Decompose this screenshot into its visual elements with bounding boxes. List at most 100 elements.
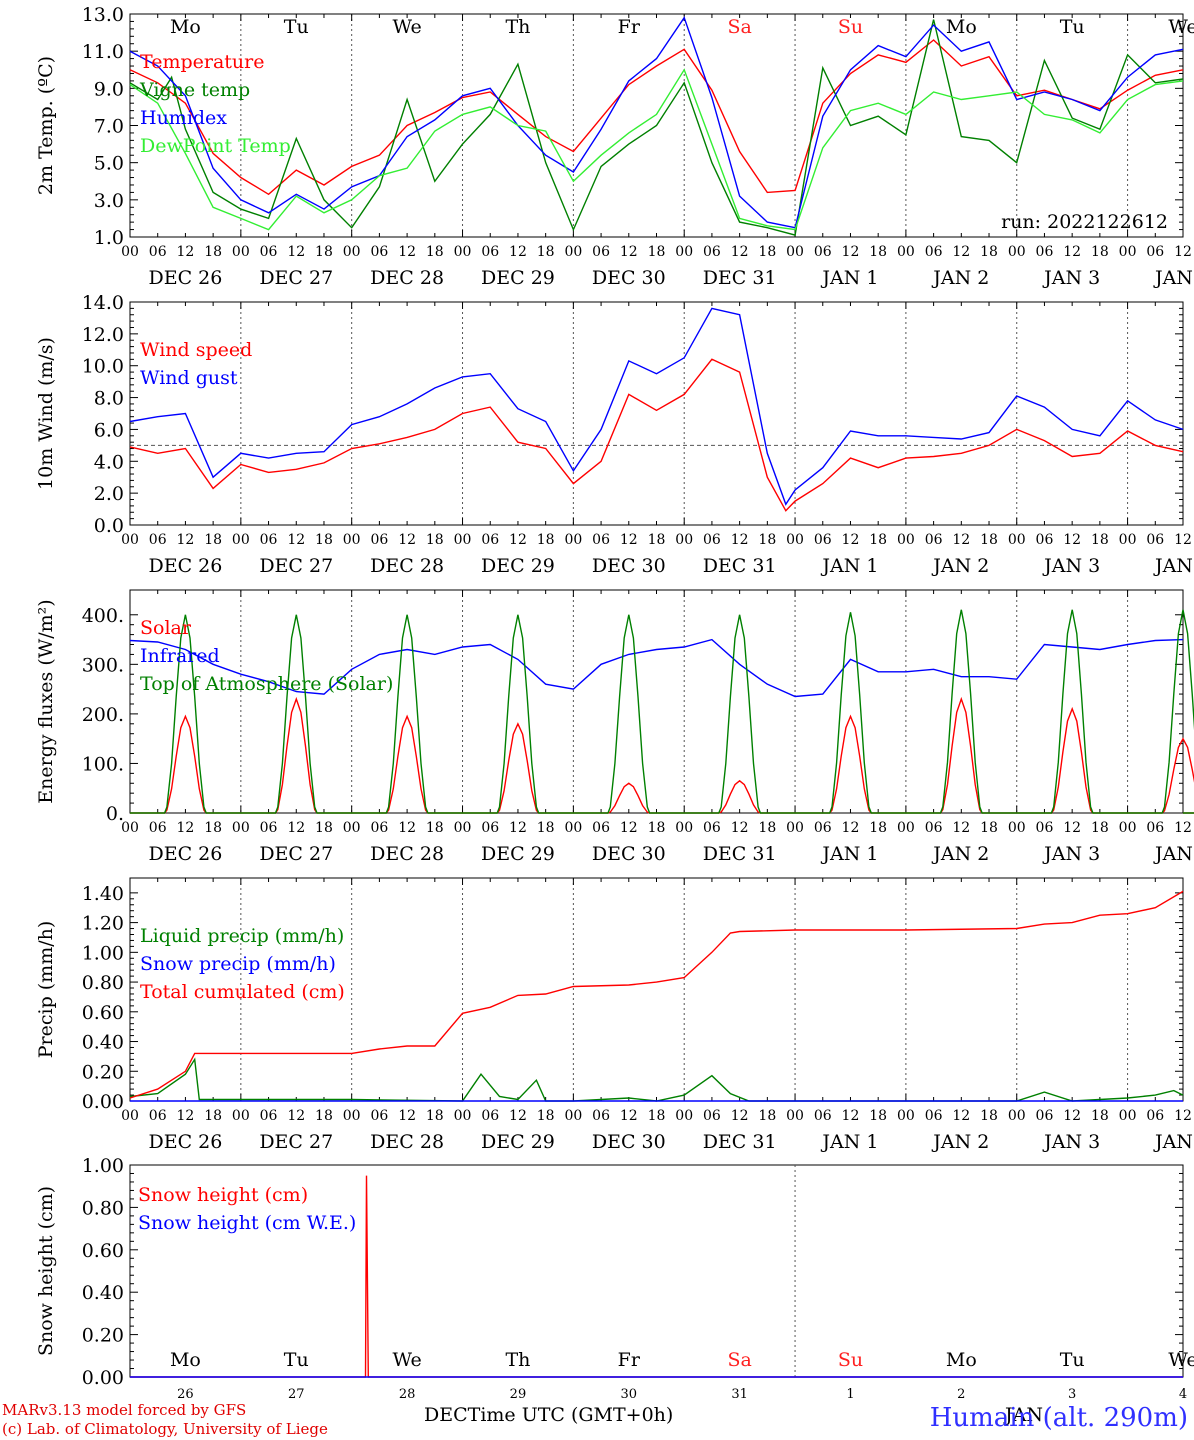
y-tick-label: 0.20 xyxy=(82,1325,124,1347)
weekday-label: We xyxy=(392,16,421,38)
hour-tick-label: 00 xyxy=(564,532,582,548)
y-tick-label: 0.80 xyxy=(82,972,124,994)
hour-tick-label: 12 xyxy=(731,820,749,836)
hour-tick-label: 12 xyxy=(620,532,638,548)
date-label: JAN 4 xyxy=(1153,843,1194,865)
hour-tick-label: 06 xyxy=(703,820,721,836)
series-line-vigne-temp xyxy=(129,19,1184,236)
weekday-label: Tu xyxy=(284,16,309,38)
series-line-humidex xyxy=(129,16,1184,229)
date-label: DEC 27 xyxy=(259,267,333,289)
hour-tick-label: 06 xyxy=(481,820,499,836)
hour-tick-label: 12 xyxy=(1063,532,1081,548)
hour-tick-label: 12 xyxy=(1063,820,1081,836)
weekday-label: Tu xyxy=(284,1349,309,1371)
hour-tick-label: 06 xyxy=(814,1108,832,1124)
series-line-liquid-precip-mm-h- xyxy=(129,1057,1184,1102)
hour-tick-label: 00 xyxy=(1008,532,1026,548)
y-tick-label: 2.0 xyxy=(94,483,124,505)
day-number-label: 4 xyxy=(1179,1387,1187,1402)
hour-tick-label: 06 xyxy=(1146,1108,1164,1124)
hour-tick-label: 00 xyxy=(343,532,361,548)
date-label: JAN 2 xyxy=(931,1131,989,1153)
hour-tick-label: 06 xyxy=(260,1108,278,1124)
date-label: JAN 3 xyxy=(1042,267,1100,289)
date-label: JAN 2 xyxy=(931,843,989,865)
hour-tick-label: 06 xyxy=(1146,820,1164,836)
weekday-label: We xyxy=(1168,16,1194,38)
y-tick-label: 13.0 xyxy=(82,4,124,26)
hour-tick-label: 18 xyxy=(758,244,776,260)
date-label: DEC 29 xyxy=(481,1131,555,1153)
hour-tick-label: 06 xyxy=(814,244,832,260)
date-label: DEC 26 xyxy=(148,843,222,865)
weekday-label: Fr xyxy=(618,1349,641,1371)
panel-4 xyxy=(129,877,1184,1102)
hour-tick-label: 12 xyxy=(177,244,195,260)
date-label: DEC 31 xyxy=(703,1131,777,1153)
hour-tick-label: 12 xyxy=(287,1108,305,1124)
y-tick-label: 300. xyxy=(82,654,124,676)
date-label: JAN 4 xyxy=(1153,1131,1194,1153)
hour-tick-label: 12 xyxy=(952,244,970,260)
weekday-label: Mo xyxy=(946,16,977,38)
hour-tick-label: 00 xyxy=(1119,820,1137,836)
hour-tick-label: 12 xyxy=(731,532,749,548)
hour-tick-label: 18 xyxy=(980,532,998,548)
hour-tick-label: 06 xyxy=(370,820,388,836)
hour-tick-label: 18 xyxy=(1091,532,1109,548)
date-label: JAN 1 xyxy=(820,843,878,865)
date-label: JAN 4 xyxy=(1153,555,1194,577)
hour-tick-label: 12 xyxy=(1174,820,1192,836)
hour-tick-label: 00 xyxy=(564,820,582,836)
hour-tick-label: 00 xyxy=(675,244,693,260)
hour-tick-label: 06 xyxy=(592,1108,610,1124)
hour-tick-label: 18 xyxy=(869,244,887,260)
y-tick-label: 8.0 xyxy=(94,388,124,410)
date-label: DEC 28 xyxy=(370,1131,444,1153)
date-label: DEC 30 xyxy=(592,267,666,289)
y-tick-label: 1.40 xyxy=(82,883,124,905)
footer-model-credit: MARv3.13 model forced by GFS xyxy=(2,1401,247,1419)
day-number-label: 29 xyxy=(510,1387,527,1402)
hour-tick-label: 12 xyxy=(731,244,749,260)
plot-frame xyxy=(129,301,1184,526)
hour-tick-label: 06 xyxy=(370,1108,388,1124)
date-label: DEC 29 xyxy=(481,267,555,289)
hour-tick-label: 06 xyxy=(592,532,610,548)
y-axis-label: Precip (mm/h) xyxy=(35,921,57,1059)
day-number-label: 30 xyxy=(621,1387,638,1402)
hour-tick-label: 06 xyxy=(481,1108,499,1124)
date-label: JAN 2 xyxy=(931,555,989,577)
legend-entry: Temperature xyxy=(140,51,264,73)
date-label: DEC 26 xyxy=(148,267,222,289)
hour-tick-label: 18 xyxy=(648,244,666,260)
day-number-label: 2 xyxy=(957,1387,965,1402)
hour-tick-label: 00 xyxy=(121,244,139,260)
hour-tick-label: 18 xyxy=(1091,820,1109,836)
hour-tick-label: 06 xyxy=(703,1108,721,1124)
date-label: DEC 29 xyxy=(481,843,555,865)
hour-tick-label: 00 xyxy=(897,1108,915,1124)
hour-tick-label: 00 xyxy=(343,1108,361,1124)
hour-tick-label: 06 xyxy=(1036,532,1054,548)
run-label: run: 2022122612 xyxy=(1001,211,1168,233)
hour-tick-label: 12 xyxy=(287,820,305,836)
hour-tick-label: 00 xyxy=(343,244,361,260)
station-label: Humain (alt. 290m) xyxy=(929,1403,1188,1433)
hour-tick-label: 18 xyxy=(758,1108,776,1124)
hour-tick-label: 06 xyxy=(592,244,610,260)
hour-tick-label: 00 xyxy=(343,820,361,836)
legend-entry: Snow height (cm W.E.) xyxy=(138,1212,356,1234)
weekday-label: Tu xyxy=(1060,1349,1085,1371)
series-line-dewpoint-temp xyxy=(129,68,1184,231)
hour-tick-label: 00 xyxy=(1119,532,1137,548)
hour-tick-label: 12 xyxy=(1063,244,1081,260)
date-label: DEC 26 xyxy=(148,555,222,577)
y-tick-label: 6.0 xyxy=(94,419,124,441)
hour-tick-label: 06 xyxy=(1036,820,1054,836)
date-label: JAN 2 xyxy=(931,267,989,289)
y-tick-label: 1.00 xyxy=(82,1155,124,1177)
hour-tick-label: 00 xyxy=(1008,820,1026,836)
